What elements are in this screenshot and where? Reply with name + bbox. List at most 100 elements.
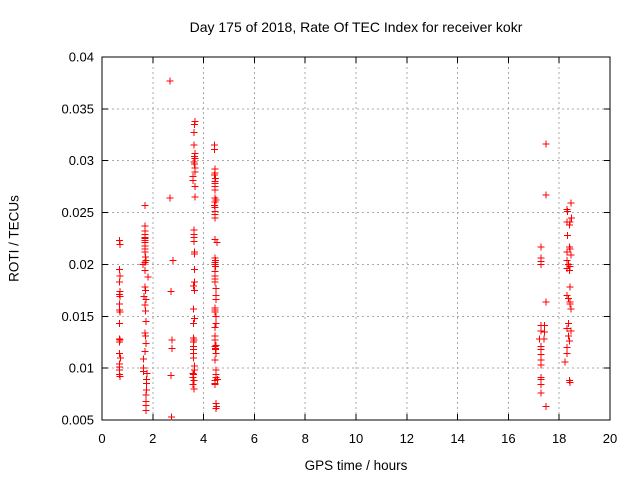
data-point [142, 296, 150, 304]
data-point [115, 300, 123, 308]
data-point [189, 381, 197, 389]
data-point [144, 273, 152, 281]
data-point [142, 391, 150, 399]
data-point [168, 413, 176, 421]
data-point [211, 278, 219, 286]
data-point [191, 168, 199, 176]
x-tick-label: 4 [200, 431, 207, 446]
data-point [542, 403, 550, 411]
data-point [116, 293, 124, 301]
data-point [541, 322, 549, 330]
data-point [143, 380, 151, 388]
data-point [141, 348, 149, 356]
data-point [568, 214, 576, 222]
data-point [211, 186, 219, 194]
y-tick-label: 0.02 [69, 257, 94, 272]
data-point [166, 194, 174, 202]
data-point [169, 256, 177, 264]
data-point [542, 191, 550, 199]
data-point [210, 145, 218, 153]
data-point [565, 221, 573, 229]
data-point [567, 251, 575, 259]
data-point [168, 336, 176, 344]
data-point [191, 183, 199, 191]
data-point [139, 260, 147, 268]
data-point [115, 237, 123, 245]
data-point [565, 337, 573, 345]
data-point [212, 312, 220, 320]
data-point [141, 283, 149, 291]
data-point [542, 298, 550, 306]
data-point [189, 282, 197, 290]
y-tick-label: 0.015 [61, 309, 94, 324]
data-point [115, 320, 123, 328]
data-point [191, 278, 199, 286]
data-point [116, 308, 124, 316]
data-point [190, 377, 198, 385]
data-point [542, 140, 550, 148]
data-point [537, 381, 545, 389]
data-point [139, 355, 147, 363]
data-point [212, 320, 220, 328]
data-point [116, 241, 124, 249]
x-tick-label: 20 [603, 431, 617, 446]
data-point [563, 343, 571, 351]
data-point [142, 307, 150, 315]
data-point [563, 325, 571, 333]
data-point [166, 77, 174, 85]
data-point [566, 300, 574, 308]
data-point [212, 405, 220, 413]
data-point [190, 238, 198, 246]
data-point [211, 308, 219, 316]
data-point [167, 287, 175, 295]
data-point [211, 381, 219, 389]
data-point [115, 266, 123, 274]
data-point [213, 239, 221, 247]
y-tick-label: 0.005 [61, 413, 94, 428]
data-point [210, 171, 218, 179]
data-point [167, 371, 175, 379]
data-point [212, 350, 220, 358]
data-point [191, 366, 199, 374]
data-point [537, 260, 545, 268]
data-point [565, 295, 573, 303]
data-point [563, 350, 571, 358]
data-point [116, 354, 124, 362]
x-tick-label: 14 [450, 431, 464, 446]
data-point [142, 407, 150, 415]
data-point [565, 332, 573, 340]
data-point [116, 338, 124, 346]
data-point [141, 248, 149, 256]
data-point [189, 370, 197, 378]
data-point [141, 267, 149, 275]
data-point [191, 193, 199, 201]
data-point [566, 283, 574, 291]
x-tick-label: 6 [251, 431, 258, 446]
data-point [141, 329, 149, 337]
data-point [142, 317, 150, 325]
chart-title: Day 175 of 2018, Rate Of TEC Index for r… [189, 19, 523, 35]
data-point [566, 379, 574, 387]
data-point [567, 327, 575, 335]
data-point [190, 120, 198, 128]
data-point [211, 263, 219, 271]
data-point [537, 361, 545, 369]
data-point [211, 336, 219, 344]
data-point [561, 358, 569, 366]
x-tick-label: 0 [98, 431, 105, 446]
data-point [143, 369, 151, 377]
y-tick-label: 0.01 [69, 361, 94, 376]
data-point [190, 141, 198, 149]
data-point [116, 372, 124, 380]
data-point [564, 208, 572, 216]
data-point [537, 327, 545, 335]
data-point [142, 339, 150, 347]
data-point [115, 350, 123, 358]
data-point [563, 292, 571, 300]
data-point [189, 354, 197, 362]
x-tick-label: 2 [149, 431, 156, 446]
data-point [189, 176, 197, 184]
x-tick-label: 10 [349, 431, 363, 446]
data-point [189, 305, 197, 313]
